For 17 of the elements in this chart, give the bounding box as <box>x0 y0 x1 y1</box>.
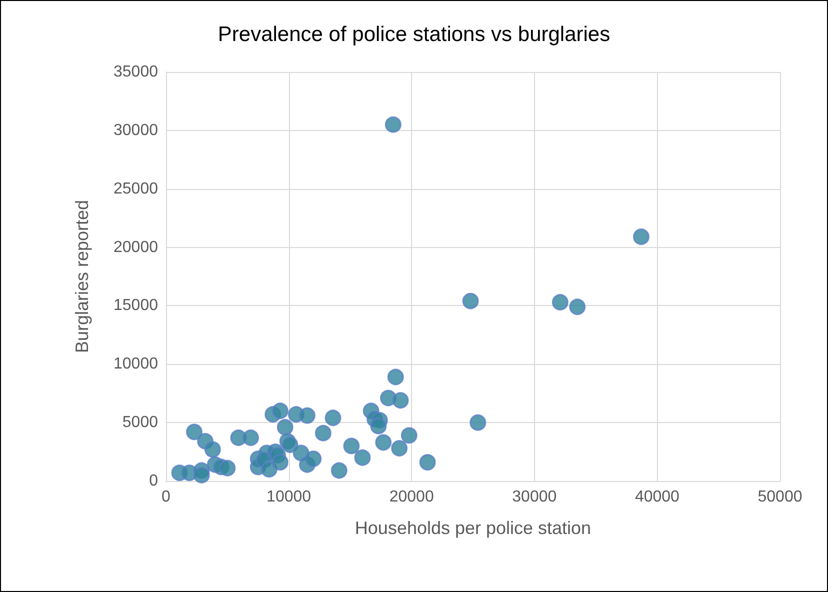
y-tick-label: 20000 <box>114 238 158 256</box>
y-tick-label: 5000 <box>122 414 158 432</box>
x-tick-label: 10000 <box>266 488 312 506</box>
y-tick-label: 0 <box>149 472 158 490</box>
y-tick-label: 10000 <box>114 356 158 373</box>
x-tick-label: 50000 <box>758 488 802 506</box>
y-tick-label: 35000 <box>114 64 158 80</box>
x-axis-title: Households per police station <box>354 518 592 538</box>
chart-title: Prevalence of police stations vs burglaries <box>218 23 610 46</box>
x-tick-label: 0 <box>162 488 171 506</box>
x-tick-label: 30000 <box>512 488 557 506</box>
y-axis-title: Burglaries reported <box>72 200 92 354</box>
x-tick-label: 20000 <box>389 488 434 506</box>
y-tick-label: 30000 <box>114 122 158 139</box>
x-tick-label: 40000 <box>634 488 680 506</box>
y-tick-label: 15000 <box>114 297 158 314</box>
y-tick-label: 25000 <box>114 180 158 198</box>
